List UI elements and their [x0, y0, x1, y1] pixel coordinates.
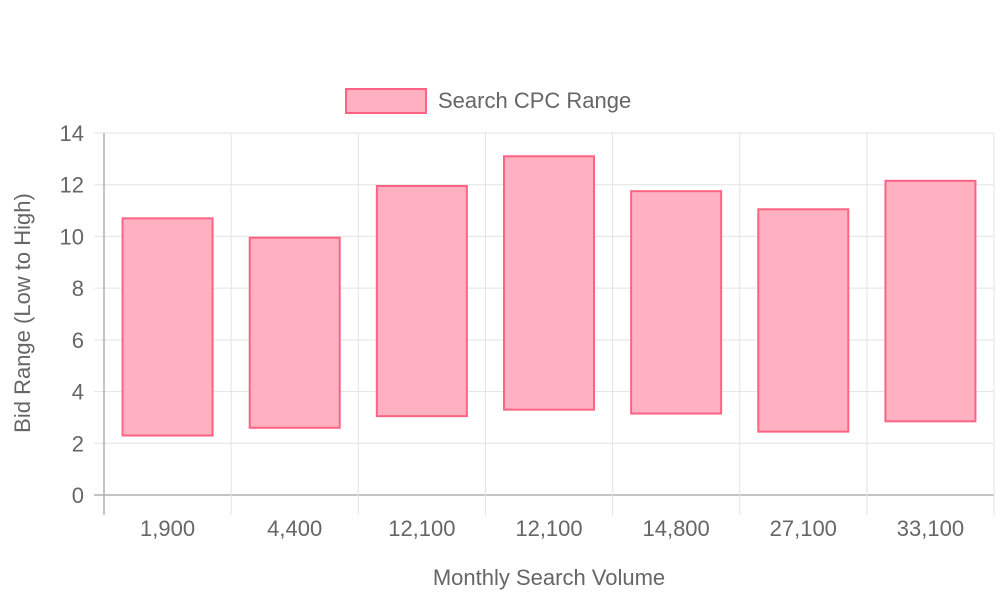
x-tick-label: 14,800: [642, 516, 709, 541]
bar[interactable]: [248, 236, 341, 429]
bar[interactable]: [375, 185, 468, 418]
y-tick-label: 6: [72, 328, 84, 353]
x-tick-label: 4,400: [267, 516, 322, 541]
legend[interactable]: Search CPC Range: [345, 88, 631, 114]
y-tick-label: 8: [72, 276, 84, 301]
y-tick-label: 14: [60, 121, 84, 146]
y-tick-label: 0: [72, 483, 84, 508]
x-tick-label: 27,100: [770, 516, 837, 541]
bar[interactable]: [503, 155, 595, 411]
y-tick-label: 4: [72, 380, 84, 405]
y-tick-label: 12: [60, 173, 84, 198]
x-tick-label: 12,100: [515, 516, 582, 541]
axes: 0 2 4 6 8 10 12 14 1,900 4,400 12,100 12,100 14,800 2…: [60, 121, 965, 541]
bar[interactable]: [630, 190, 723, 415]
x-tick-label: 12,100: [388, 516, 455, 541]
bar[interactable]: [884, 179, 977, 423]
legend-swatch: [345, 88, 427, 114]
bar[interactable]: [757, 208, 850, 433]
y-axis-title: Bid Range (Low to High): [10, 193, 35, 433]
y-tick-label: 10: [60, 224, 84, 249]
x-axis-title: Monthly Search Volume: [433, 565, 665, 590]
bar[interactable]: [121, 217, 214, 437]
bars: [121, 155, 977, 437]
x-tick-label: 1,900: [140, 516, 195, 541]
legend-label: Search CPC Range: [438, 88, 631, 113]
y-tick-label: 2: [72, 431, 84, 456]
x-tick-label: 33,100: [897, 516, 964, 541]
